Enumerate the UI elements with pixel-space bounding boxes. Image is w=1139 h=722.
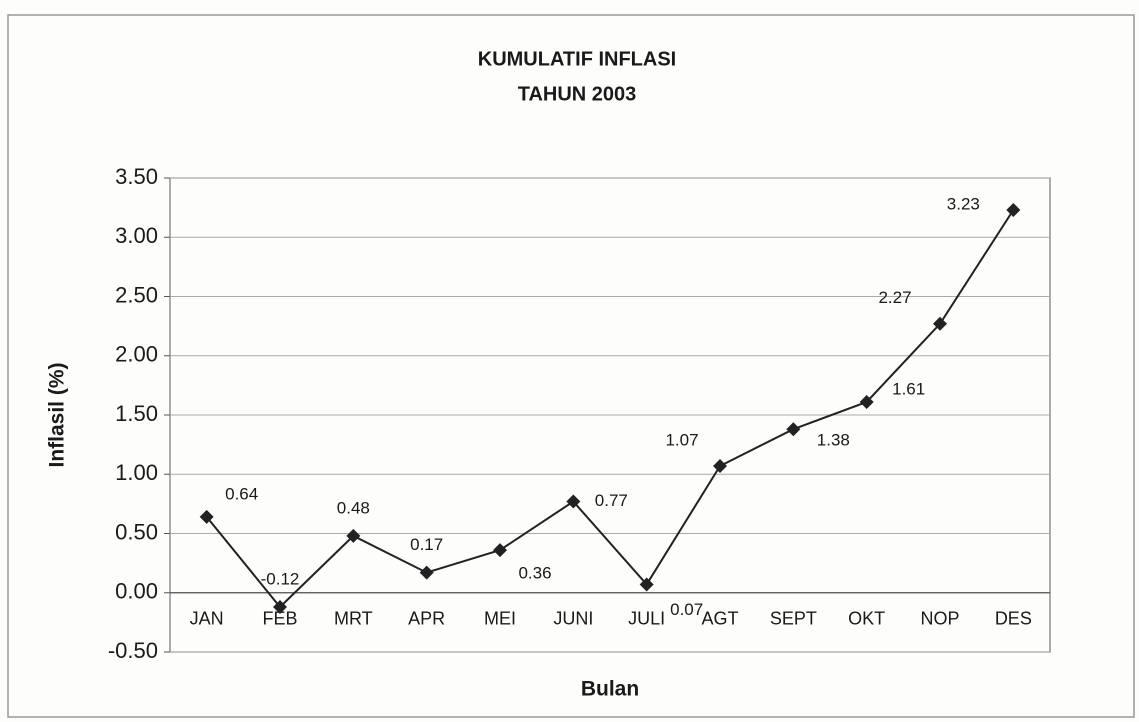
x-tick-label: AGT (701, 609, 738, 629)
x-tick-label: JULI (628, 609, 665, 629)
data-label: 1.61 (892, 379, 925, 398)
data-label: 1.38 (817, 431, 850, 450)
data-point (786, 422, 801, 437)
x-tick-label: OKT (848, 609, 885, 629)
data-label: 3.23 (947, 194, 980, 213)
y-tick-label: 3.00 (115, 223, 158, 248)
data-point (933, 316, 947, 331)
data-point (199, 509, 214, 524)
y-tick-label: 0.50 (115, 519, 158, 544)
y-tick-label: 1.00 (115, 460, 158, 485)
x-tick-label: MRT (334, 609, 373, 629)
data-point (713, 458, 727, 473)
x-tick-label: MEI (484, 609, 516, 629)
chart-border (7, 14, 1135, 718)
y-tick-label: 1.50 (115, 401, 158, 426)
x-tick-label: NOP (920, 609, 959, 629)
data-label: 0.77 (595, 491, 628, 510)
data-point (273, 599, 287, 614)
chart-title: KUMULATIF INFLASI (478, 48, 677, 70)
x-tick-label: DES (995, 609, 1032, 629)
data-label: 0.64 (225, 484, 258, 503)
x-tick-label: JUNI (553, 609, 593, 629)
x-axis-title: Bulan (581, 678, 639, 701)
x-tick-label: APR (408, 609, 445, 629)
y-tick-label: 2.00 (115, 342, 158, 367)
data-point (566, 494, 581, 509)
y-tick-label: 3.50 (115, 164, 158, 189)
data-point (859, 394, 874, 409)
data-point (346, 528, 361, 543)
x-tick-label: JAN (190, 609, 224, 629)
data-label: -0.12 (261, 569, 300, 588)
x-tick-label: FEB (262, 609, 297, 629)
data-point (1006, 202, 1021, 217)
data-point (639, 577, 654, 592)
y-tick-label: 0.00 (115, 579, 158, 604)
series-line (205, 209, 1015, 609)
y-tick-label: 2.50 (115, 282, 158, 307)
data-label: 0.36 (518, 564, 551, 583)
data-label: 1.07 (665, 430, 698, 449)
data-label: 0.17 (410, 535, 443, 554)
x-tick-label: SEPT (770, 609, 817, 629)
data-point (493, 543, 507, 558)
y-tick-label: -0.50 (108, 638, 158, 663)
data-label: 0.48 (337, 498, 370, 517)
y-axis-title: Inflasil (%) (46, 362, 69, 467)
data-point (419, 565, 434, 580)
data-label: 0.07 (670, 600, 703, 619)
data-label: 2.27 (878, 288, 911, 307)
chart-subtitle: TAHUN 2003 (518, 83, 637, 105)
